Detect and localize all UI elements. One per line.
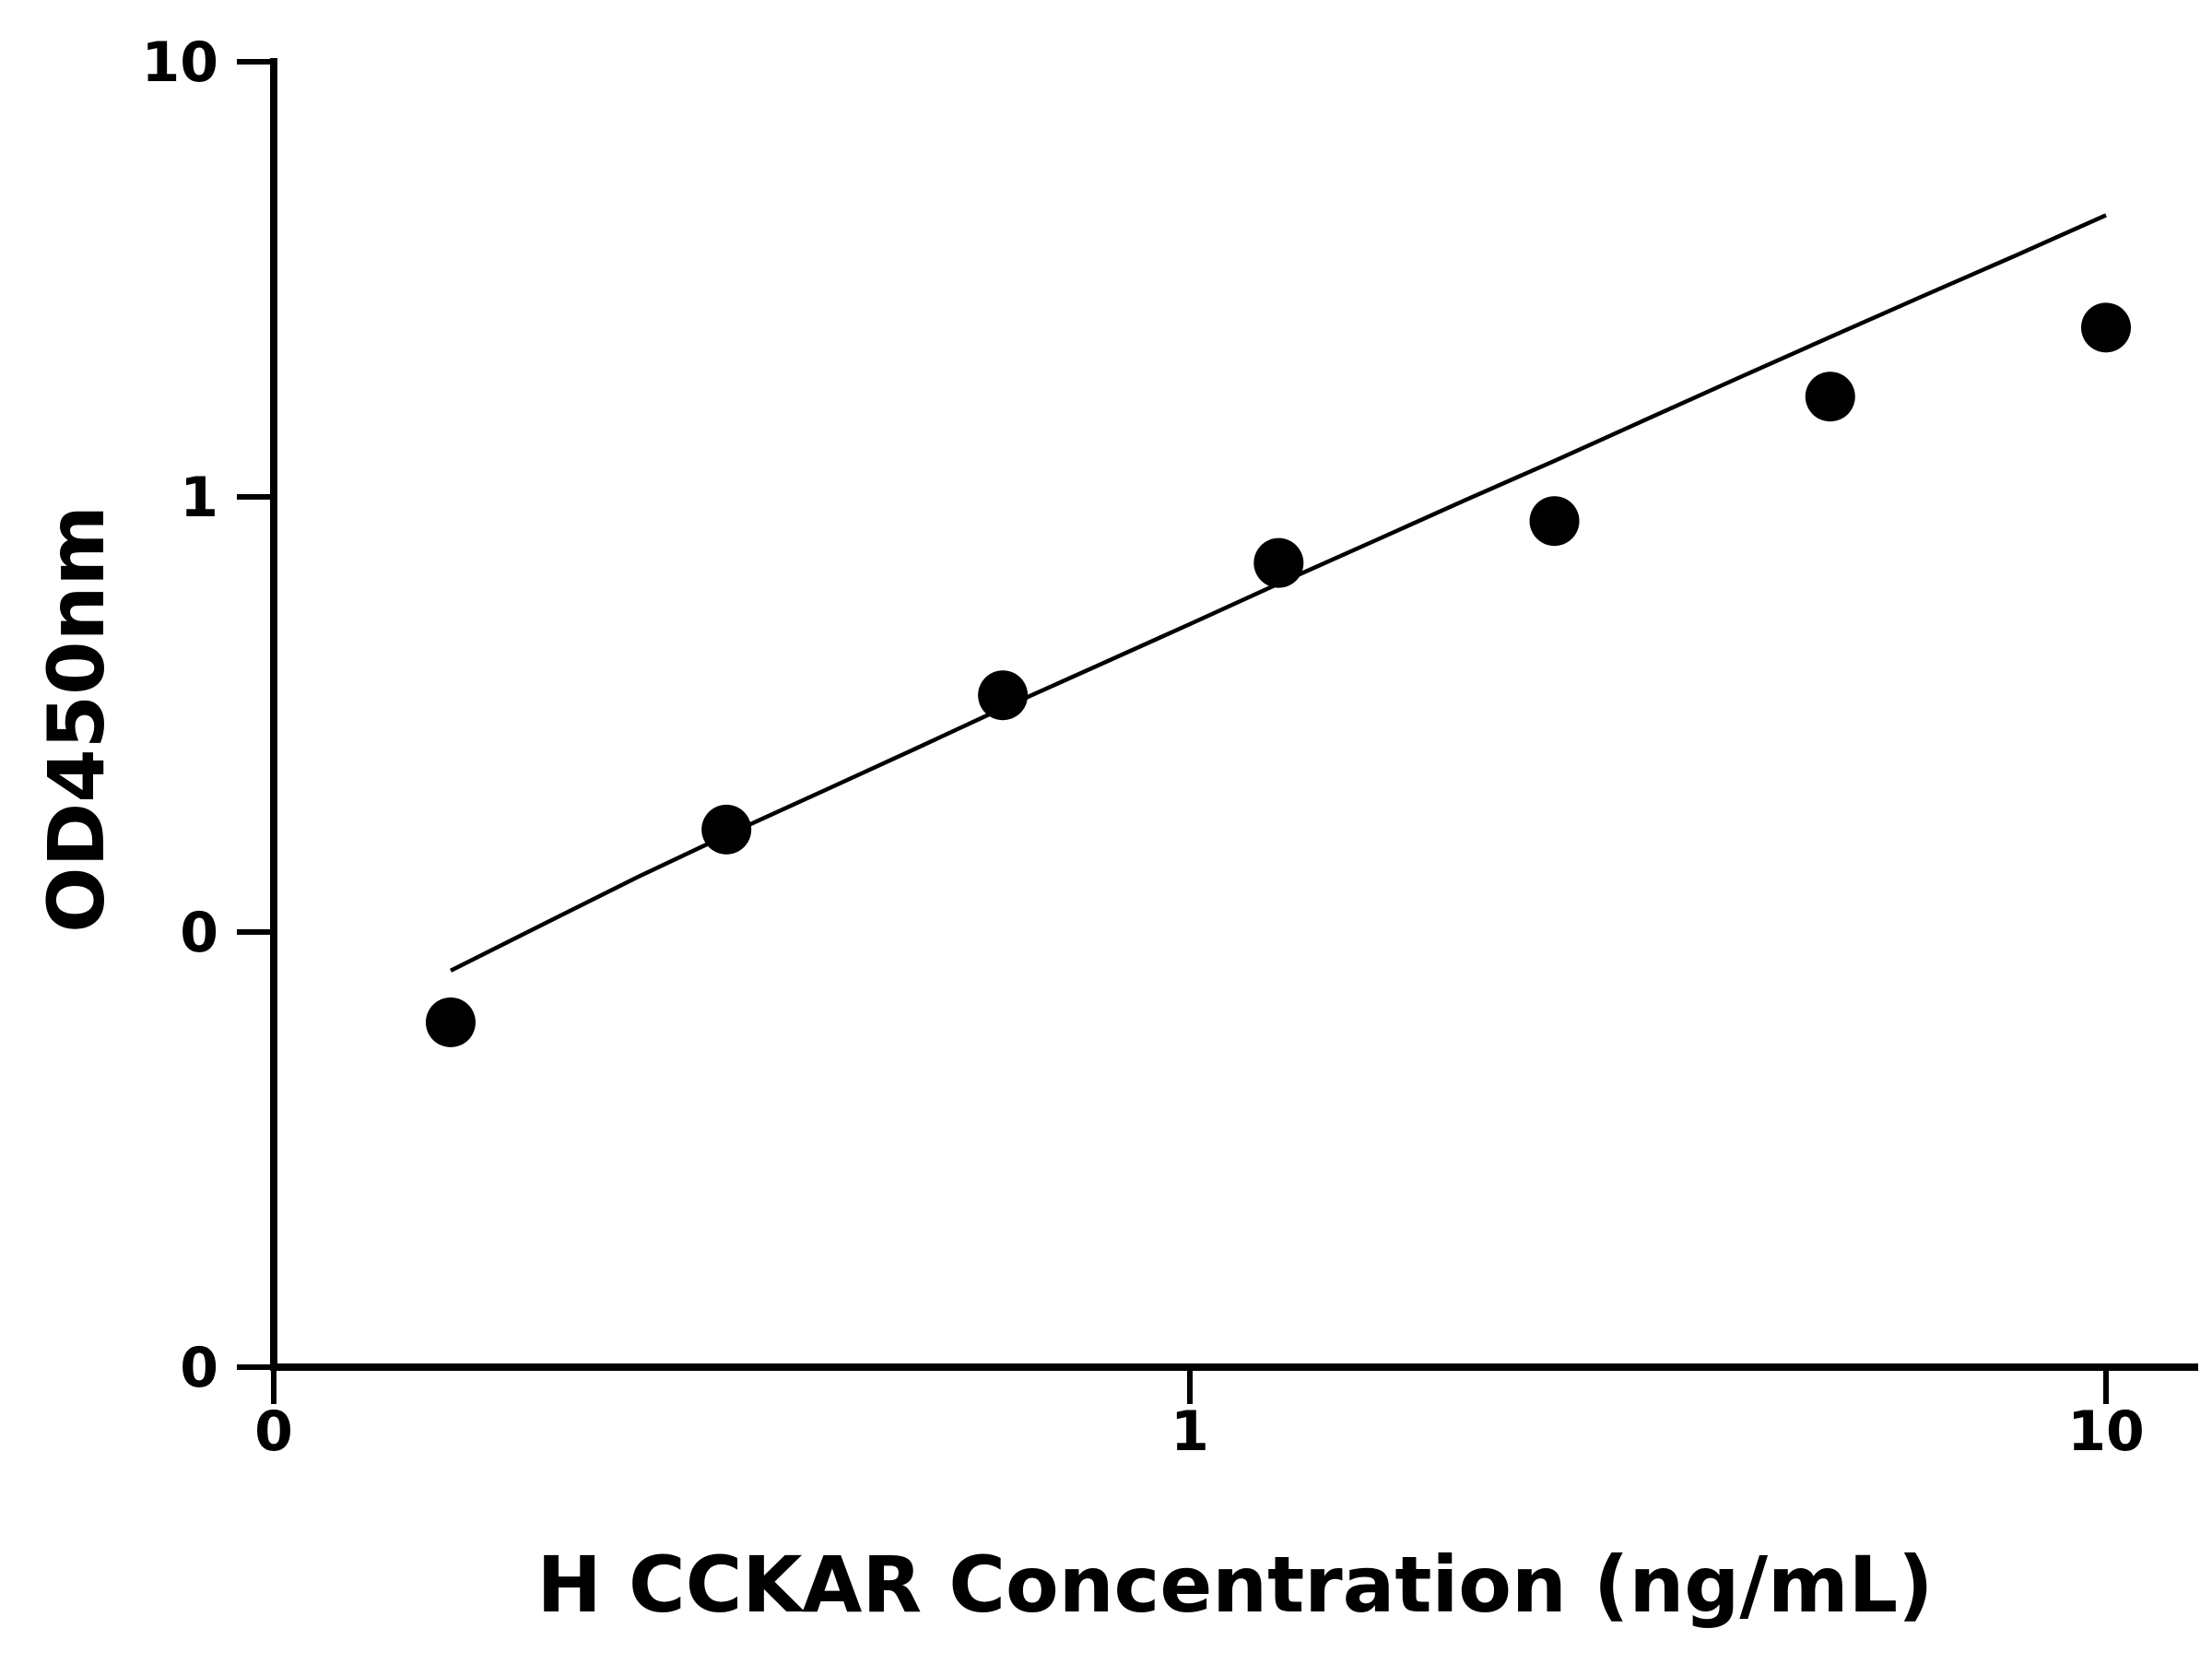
data-point [1529, 496, 1580, 547]
y-axis-title: OD450nm [31, 505, 122, 933]
x-tick-label: 10 [2067, 1399, 2145, 1464]
x-tick-label: 1 [1171, 1399, 1209, 1464]
data-point [1253, 537, 1304, 588]
data-point [1805, 372, 1855, 422]
data-point [2081, 302, 2131, 353]
x-tick-label: 0 [254, 1399, 293, 1464]
y-tick-label: 1 [180, 466, 218, 530]
fit-curve-line [449, 213, 2107, 973]
axes-layer [270, 58, 2198, 1371]
points-layer [425, 302, 2131, 1047]
y-tick-label: 10 [142, 30, 219, 95]
x-axis-title: H CCKAR Concentration (ng/mL) [537, 1540, 1934, 1630]
curve-layer [449, 213, 2107, 973]
data-point [425, 997, 476, 1047]
data-point [978, 670, 1029, 721]
y-tick-label: 0 [180, 901, 218, 965]
data-point [701, 804, 752, 855]
y-tick-label: 0 [180, 1336, 218, 1400]
